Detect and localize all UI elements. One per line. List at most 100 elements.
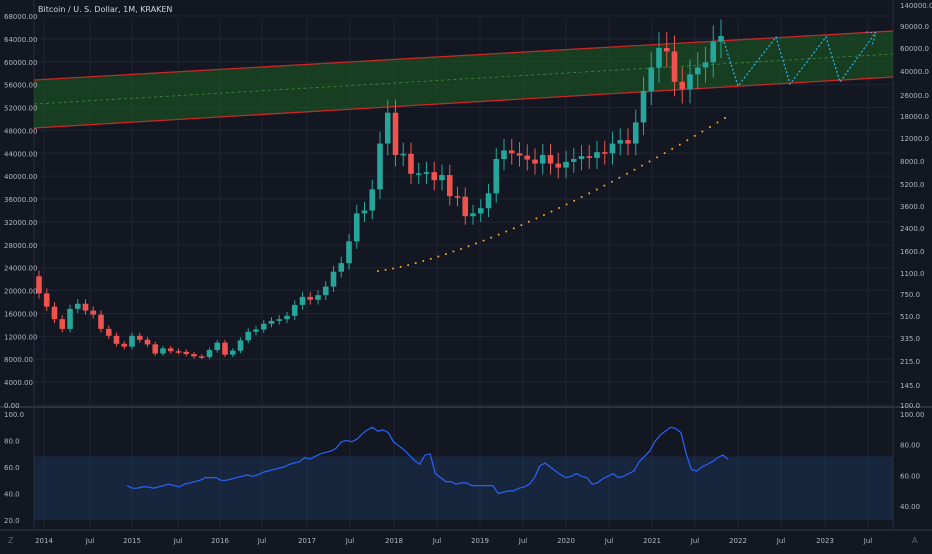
rsi-right-tick-label: 80.00: [900, 442, 920, 450]
candle-body: [237, 340, 244, 351]
support-dot: [671, 147, 674, 150]
candle-body: [245, 331, 252, 341]
candle-body: [260, 323, 267, 330]
support-dot: [399, 265, 402, 268]
support-dot: [678, 143, 681, 146]
candle-body: [307, 296, 314, 300]
y-left-tick-label: 28000.00: [4, 242, 37, 250]
support-dot: [595, 188, 598, 191]
support-dot: [603, 184, 606, 187]
candle-body: [415, 173, 422, 175]
candle-body: [586, 156, 593, 158]
candle-body: [268, 320, 275, 324]
auto-scale-toggle[interactable]: A: [912, 536, 918, 545]
channel-lower-line: [33, 76, 894, 129]
candle-body: [361, 210, 368, 214]
support-dot: [512, 227, 515, 230]
projection-path: [723, 31, 877, 88]
candle-body: [43, 293, 50, 307]
candle-body: [175, 351, 182, 353]
candle-body: [423, 172, 430, 174]
support-dot: [558, 206, 561, 209]
candle-body: [477, 208, 484, 214]
candle-body: [136, 335, 143, 340]
candle-body: [501, 150, 507, 160]
rsi-left-tick-label: 20.0: [4, 517, 20, 525]
y-left-tick-label: 40000.00: [4, 173, 37, 181]
y-left-tick-label: 12000.00: [4, 333, 37, 341]
y-right-tick-label: 1600.0: [900, 248, 925, 256]
candle-body: [439, 175, 445, 181]
y-left-tick-label: 64000.00: [4, 36, 37, 44]
y-right-tick-label: 40000.0: [900, 68, 929, 76]
support-dot: [452, 250, 455, 253]
candle-body: [222, 342, 228, 355]
candle-body: [400, 153, 407, 156]
y-left-tick-label: 0.00: [4, 402, 20, 410]
support-dot: [686, 139, 689, 142]
candle-body: [384, 112, 391, 144]
support-dot: [392, 267, 395, 270]
x-tick-label: 2014: [35, 537, 53, 545]
y-left-tick-label: 36000.00: [4, 196, 37, 204]
candle-body: [90, 310, 97, 315]
support-dot: [565, 203, 568, 206]
rsi-right-tick-label: 60.00: [900, 472, 920, 480]
y-right-tick-label: 12000.0: [900, 135, 929, 143]
y-right-tick-label: 18000.0: [900, 113, 929, 121]
y-right-tick-label: 5200.0: [900, 181, 925, 189]
candle-body: [656, 48, 662, 68]
candle-body: [485, 193, 492, 209]
candle-body: [191, 354, 197, 357]
support-dot: [588, 192, 591, 195]
support-dot: [610, 180, 613, 183]
candle-body: [353, 213, 360, 242]
channel-fill: [34, 31, 893, 128]
support-dot: [377, 270, 379, 272]
channel-upper-line: [33, 30, 894, 81]
y-left-tick-label: 60000.00: [4, 59, 37, 67]
candle-body: [82, 303, 89, 311]
candle-body: [315, 295, 321, 300]
support-dot: [384, 268, 387, 271]
candle-body: [702, 62, 709, 68]
x-tick-label: 2017: [298, 537, 316, 545]
x-tick-label: 2019: [471, 537, 489, 545]
candle-body: [330, 271, 337, 287]
y-right-tick-label: 100.0: [900, 402, 920, 410]
x-tick-label: 2021: [643, 537, 661, 545]
candle-body: [121, 343, 128, 347]
y-right-tick-label: 145.0: [900, 382, 920, 390]
candle-body: [555, 163, 562, 168]
support-dot: [708, 126, 711, 129]
tradingview-logo[interactable]: Z: [8, 536, 14, 545]
support-dot: [693, 134, 696, 137]
candle-body: [617, 140, 624, 144]
candle-body: [462, 196, 469, 217]
candle-body: [493, 159, 500, 194]
support-dot: [429, 257, 432, 260]
candle-body: [431, 172, 438, 181]
candle-body: [59, 319, 66, 329]
support-dot: [573, 199, 576, 202]
support-dot: [497, 233, 500, 236]
x-tick-label: 2022: [729, 537, 747, 545]
support-dot: [482, 239, 485, 242]
candle-body: [51, 306, 58, 320]
candle-body: [609, 143, 616, 154]
candle-body: [346, 241, 352, 264]
candle-body: [632, 122, 639, 144]
x-tick-label: Jul: [85, 537, 95, 545]
rsi-left-tick-label: 40.0: [4, 491, 20, 499]
candle-body: [446, 175, 453, 197]
support-dot: [467, 245, 470, 248]
candle-body: [454, 196, 461, 198]
candle-body: [547, 155, 554, 164]
y-right-tick-label: 215.0: [900, 358, 920, 366]
support-dot: [648, 160, 651, 163]
candle-body: [369, 189, 376, 211]
candle-body: [299, 296, 306, 305]
candle-body: [129, 335, 135, 347]
y-right-tick-label: 750.0: [900, 291, 920, 299]
candle-body: [392, 112, 399, 156]
